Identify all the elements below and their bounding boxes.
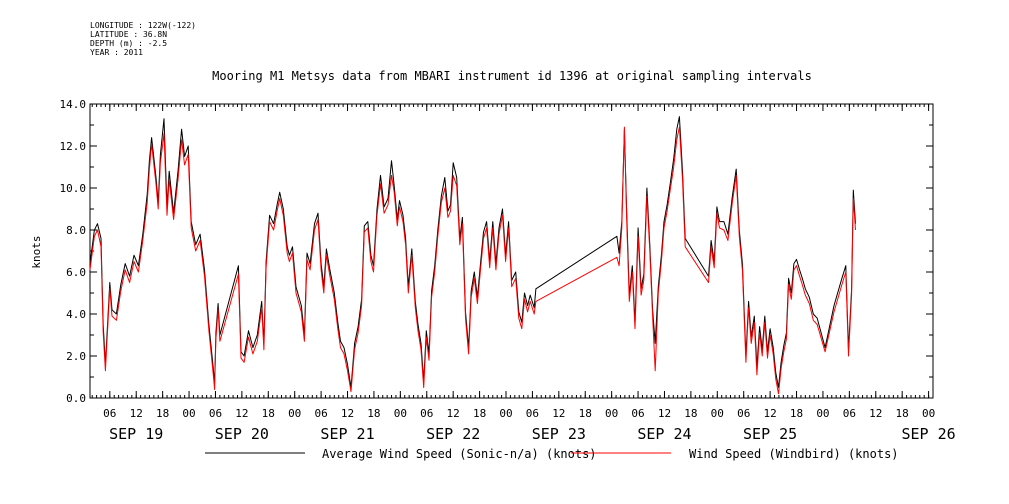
x-tick-label: 06	[526, 407, 539, 420]
x-day-label: SEP 25	[743, 425, 797, 443]
minor-ticks	[91, 104, 934, 398]
y-axis-label: knots	[30, 235, 43, 268]
x-tick-label: 00	[711, 407, 724, 420]
longitude-text: LONGITUDE : 122W(-122)	[90, 21, 196, 30]
x-tick-label: 06	[314, 407, 327, 420]
y-tick-label: 4.0	[66, 308, 86, 321]
plot-frame	[89, 103, 934, 399]
x-day-label: SEP 24	[637, 425, 691, 443]
x-tick-label: 12	[341, 407, 354, 420]
x-day-label: SEP 21	[320, 425, 374, 443]
y-tick-label: 12.0	[60, 140, 87, 153]
x-tick-label: 00	[816, 407, 829, 420]
x-tick-label: 12	[447, 407, 460, 420]
y-tick-label: 14.0	[60, 98, 87, 111]
legend: Average Wind Speed (Sonic-n/a) (knots) Wi…	[205, 447, 899, 461]
y-axis-ticks: 0.0 2.0 4.0 6.0 8.0 10.0 12.0 14.0	[60, 98, 933, 405]
series-line-2	[89, 126, 856, 395]
x-tick-label: 18	[790, 407, 803, 420]
chart-title: Mooring M1 Metsys data from MBARI instru…	[212, 69, 812, 83]
x-tick-label: 00	[394, 407, 407, 420]
x-tick-label: 18	[684, 407, 697, 420]
x-tick-label: 18	[473, 407, 486, 420]
legend-label-1: Average Wind Speed (Sonic-n/a) (knots)	[322, 447, 597, 461]
x-tick-label: 00	[288, 407, 301, 420]
y-tick-label: 8.0	[66, 224, 86, 237]
x-tick-label: 06	[420, 407, 433, 420]
x-tick-label: 12	[235, 407, 248, 420]
x-tick-label: 00	[182, 407, 195, 420]
depth-text: DEPTH (m) : -2.5	[90, 39, 168, 48]
x-axis-ticks: 06 12 18 00 06 12 18 00 06 12 18 00 06 12 18 00 06 12 18 00…	[103, 104, 956, 443]
series-layer	[89, 116, 856, 395]
x-tick-label: 12	[130, 407, 143, 420]
x-tick-label: 18	[156, 407, 169, 420]
x-tick-label: 00	[499, 407, 512, 420]
x-tick-label: 18	[579, 407, 592, 420]
x-day-label: SEP 23	[532, 425, 586, 443]
y-tick-label: 10.0	[60, 182, 87, 195]
legend-label-2: Wind Speed (Windbird) (knots)	[689, 447, 899, 461]
x-day-label: SEP 26	[902, 425, 956, 443]
year-text: YEAR : 2011	[90, 48, 143, 57]
x-tick-label: 00	[922, 407, 935, 420]
y-tick-label: 0.0	[66, 392, 86, 405]
y-tick-label: 6.0	[66, 266, 86, 279]
x-tick-label: 12	[658, 407, 671, 420]
y-tick-label: 2.0	[66, 350, 86, 363]
x-tick-label: 06	[843, 407, 856, 420]
x-day-label: SEP 20	[215, 425, 269, 443]
x-tick-label: 18	[896, 407, 909, 420]
x-tick-label: 12	[869, 407, 882, 420]
x-tick-label: 18	[367, 407, 380, 420]
x-tick-label: 06	[737, 407, 750, 420]
latitude-text: LATITUDE : 36.8N	[90, 30, 168, 39]
x-tick-label: 06	[631, 407, 644, 420]
x-day-label: SEP 19	[109, 425, 163, 443]
x-tick-label: 06	[103, 407, 116, 420]
x-tick-label: 12	[552, 407, 565, 420]
x-tick-label: 12	[763, 407, 776, 420]
x-tick-label: 00	[605, 407, 618, 420]
x-tick-label: 06	[209, 407, 222, 420]
x-tick-label: 18	[262, 407, 275, 420]
metadata-block: LONGITUDE : 122W(-122) LATITUDE : 36.8N …	[90, 21, 196, 57]
x-day-label: SEP 22	[426, 425, 480, 443]
